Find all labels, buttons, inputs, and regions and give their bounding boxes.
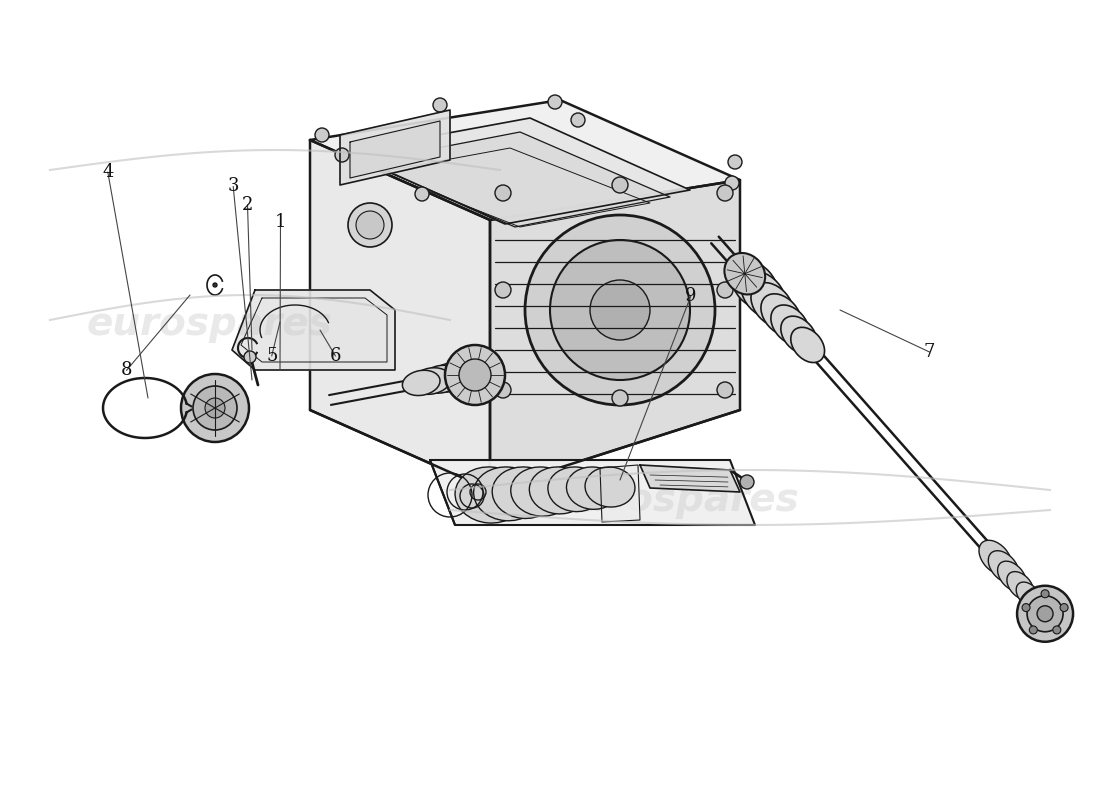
Text: 8: 8 [121,362,132,379]
Ellipse shape [510,467,572,516]
Circle shape [571,113,585,127]
Text: 2: 2 [242,196,253,214]
Ellipse shape [751,282,794,327]
Circle shape [1027,596,1063,632]
Circle shape [205,398,225,418]
Ellipse shape [585,467,635,507]
Circle shape [1060,603,1068,611]
Ellipse shape [438,360,483,391]
Ellipse shape [1006,572,1034,600]
Circle shape [725,176,739,190]
Ellipse shape [548,467,604,512]
Text: 1: 1 [275,214,286,231]
Ellipse shape [474,467,541,521]
Text: eurospares: eurospares [553,481,800,519]
Ellipse shape [455,467,525,523]
Polygon shape [310,140,490,490]
Ellipse shape [988,550,1019,583]
Ellipse shape [529,467,587,514]
Circle shape [612,390,628,406]
Ellipse shape [492,467,557,518]
Ellipse shape [411,368,451,394]
Polygon shape [310,100,740,220]
Polygon shape [350,121,440,178]
Circle shape [1037,606,1053,622]
Circle shape [433,98,447,112]
Ellipse shape [420,366,462,393]
Ellipse shape [741,271,786,318]
Circle shape [315,128,329,142]
Ellipse shape [761,294,802,336]
Ellipse shape [447,358,494,390]
Ellipse shape [725,253,766,294]
Circle shape [548,95,562,109]
Ellipse shape [429,362,473,392]
Circle shape [182,374,249,442]
Text: 9: 9 [685,287,696,305]
Ellipse shape [771,305,810,345]
Text: 6: 6 [330,347,341,365]
Circle shape [717,382,733,398]
Circle shape [244,351,256,363]
Circle shape [728,155,743,169]
Ellipse shape [732,260,779,310]
Text: eurospares: eurospares [86,305,332,343]
Polygon shape [340,110,450,185]
Circle shape [740,475,754,489]
Circle shape [336,148,349,162]
Circle shape [1053,626,1060,634]
Circle shape [1041,590,1049,598]
Circle shape [495,185,512,201]
Ellipse shape [998,561,1026,591]
Circle shape [495,282,512,298]
Circle shape [1030,626,1037,634]
Polygon shape [600,465,640,522]
Circle shape [1018,586,1074,642]
Circle shape [459,359,491,391]
Circle shape [525,215,715,405]
Ellipse shape [566,467,619,510]
Circle shape [446,345,505,405]
Text: 3: 3 [228,178,239,195]
Ellipse shape [781,316,817,354]
Ellipse shape [1016,582,1041,608]
Circle shape [415,187,429,201]
Circle shape [192,386,236,430]
Circle shape [590,280,650,340]
Circle shape [213,283,217,287]
Polygon shape [490,180,740,490]
Circle shape [348,203,392,247]
Text: 7: 7 [924,343,935,361]
Polygon shape [365,132,670,227]
Ellipse shape [403,370,440,395]
Ellipse shape [979,540,1012,575]
Polygon shape [345,118,690,224]
Circle shape [550,240,690,380]
Circle shape [1022,603,1030,611]
Polygon shape [640,465,740,492]
Circle shape [356,211,384,239]
Polygon shape [232,290,395,370]
Circle shape [717,282,733,298]
Text: 5: 5 [266,347,277,365]
Circle shape [495,382,512,398]
Circle shape [717,185,733,201]
Polygon shape [430,460,755,525]
Text: 4: 4 [102,163,113,181]
Circle shape [612,177,628,193]
Ellipse shape [791,327,825,362]
